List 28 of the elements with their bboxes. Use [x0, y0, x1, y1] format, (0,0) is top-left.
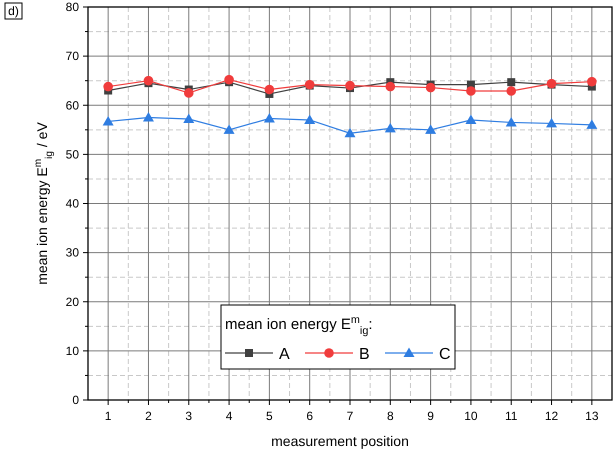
legend-label: B: [359, 346, 370, 363]
y-tick-label: 60: [66, 98, 80, 112]
x-tick-label: 3: [185, 409, 192, 423]
y-tick-label: 20: [66, 294, 80, 309]
y-tick-label: 50: [66, 147, 80, 162]
x-tick-label: 4: [226, 409, 233, 423]
x-tick-label: 6: [306, 409, 314, 423]
x-tick-label: 12: [544, 409, 559, 423]
legend-label: A: [279, 346, 290, 363]
x-tick-label: 9: [427, 409, 434, 423]
text: d): [8, 4, 19, 18]
x-tick-label: 11: [504, 409, 518, 423]
x-tick-label: 7: [346, 409, 354, 423]
legend-label: C: [439, 346, 451, 363]
x-axis-title: measurement position: [271, 433, 409, 449]
y-tick-label: 40: [66, 196, 80, 210]
x-tick-label: 10: [464, 409, 478, 423]
legend-title: mean ion energy E$^{m}$$_{ig}$:: [225, 314, 372, 337]
x-tick-label: 2: [145, 409, 152, 423]
y-tick-label: 80: [66, 0, 80, 14]
y-tick-label: 10: [66, 344, 80, 358]
x-tick-label: 13: [585, 409, 599, 423]
x-tick-label: 1: [104, 409, 112, 423]
x-tick-label: 5: [266, 409, 274, 423]
y-tick-label: 30: [66, 246, 80, 260]
y-tick-label: 70: [66, 49, 80, 64]
y-tick-label: 0: [72, 393, 80, 407]
x-tick-label: 8: [386, 409, 394, 423]
